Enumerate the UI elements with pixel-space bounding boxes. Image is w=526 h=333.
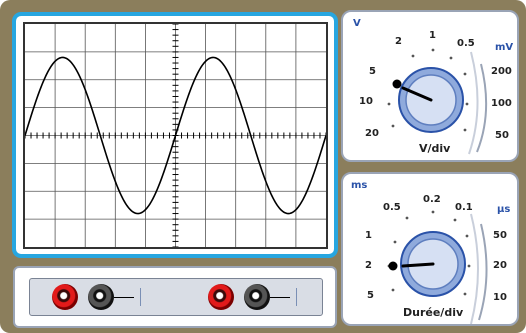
time-scale-0-1: 0.1 [455, 202, 473, 213]
input-jack-strip [29, 278, 323, 316]
time-dial-graphics [387, 210, 488, 324]
time-scale-20: 20 [493, 260, 507, 271]
ground-symbol-icon [140, 288, 141, 306]
time-unit-left: ms [351, 180, 368, 191]
channel-2-input-jack[interactable] [208, 284, 234, 310]
channel-1-input-jack[interactable] [52, 284, 78, 310]
volts-scale-20: 20 [365, 128, 379, 139]
volts-scale-10: 10 [359, 96, 373, 107]
volts-scale-1: 1 [429, 30, 436, 41]
channel-2-ground-jack[interactable] [244, 284, 270, 310]
time-scale-1: 1 [365, 230, 372, 241]
volts-unit-right: mV [495, 42, 514, 53]
signal-trace [24, 56, 327, 215]
time-scale-10: 10 [493, 292, 507, 303]
volts-scale-50: 50 [495, 130, 509, 141]
time-scale-0-5: 0.5 [383, 202, 401, 213]
time-scale-5: 5 [367, 290, 374, 301]
ground-symbol-icon [270, 297, 290, 298]
volts-scale-2: 2 [395, 36, 402, 47]
volts-selector-dot-icon [392, 79, 402, 89]
oscilloscope-display [24, 23, 327, 248]
oscilloscope-screen-bezel [12, 12, 338, 258]
volts-scale-100: 100 [491, 98, 512, 109]
ground-symbol-icon [114, 297, 134, 298]
volts-scale-0-5: 0.5 [457, 38, 475, 49]
time-selector-dot-icon [388, 261, 398, 271]
volts-unit-left: V [353, 18, 361, 29]
volts-per-div-knob[interactable] [399, 68, 463, 132]
time-per-div-knob[interactable] [401, 232, 465, 296]
volts-scale-200: 200 [491, 66, 512, 77]
volts-knob-caption: V/div [419, 142, 451, 155]
time-scale-50: 50 [493, 230, 507, 241]
volts-dial-graphics [387, 48, 488, 155]
time-scale-2: 2 [365, 260, 372, 271]
volts-scale-5: 5 [369, 66, 376, 77]
volts-per-div-panel: V mV 2 5 10 20 1 0.5 200 100 50 V/div [341, 10, 519, 162]
input-panel [13, 266, 337, 328]
time-scale-0-2: 0.2 [423, 194, 441, 205]
time-per-div-panel: ms µs 0.5 1 2 5 0.2 0.1 50 20 10 Durée/d… [341, 172, 519, 326]
ground-symbol-icon [296, 288, 297, 306]
time-unit-right: µs [497, 204, 511, 215]
time-knob-caption: Durée/div [403, 306, 464, 319]
channel-1-ground-jack[interactable] [88, 284, 114, 310]
oscilloscope-screen [23, 22, 328, 249]
